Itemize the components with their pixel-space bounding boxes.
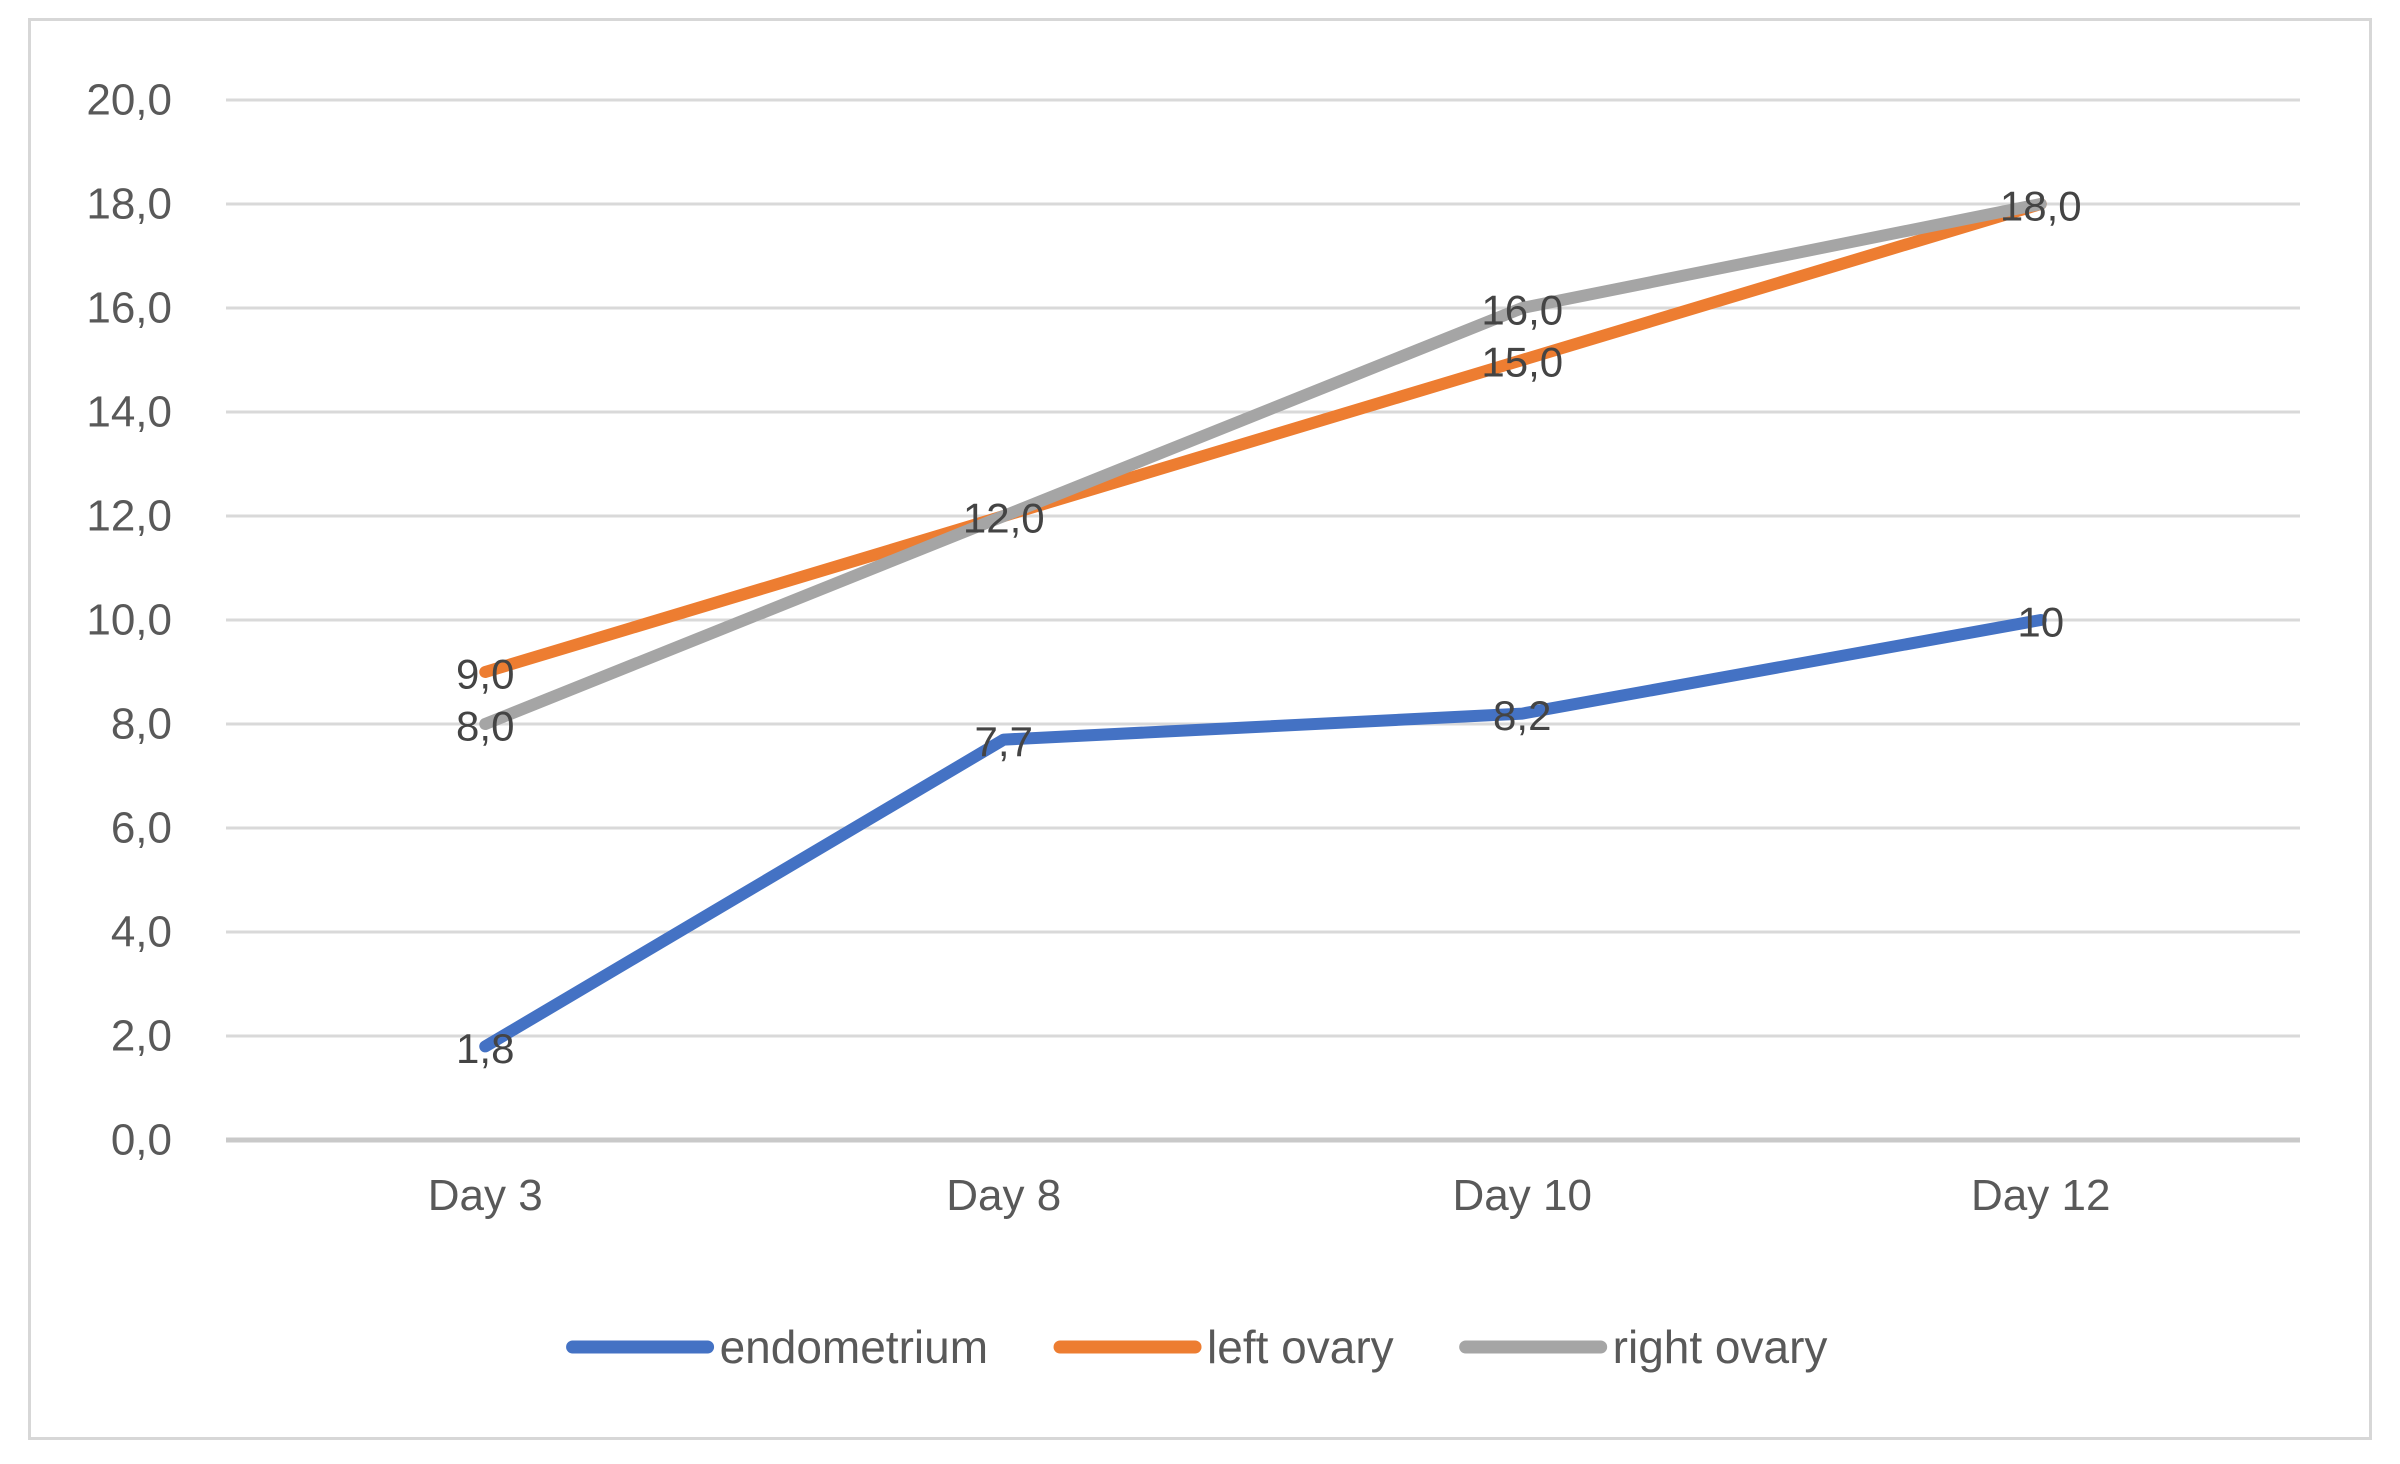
x-axis-category-label: Day 8 — [946, 1171, 1061, 1220]
y-axis-tick-label: 12,0 — [86, 492, 172, 541]
legend-item-right-ovary: right ovary — [1459, 1321, 1828, 1373]
data-label: 16,0 — [1481, 287, 1563, 334]
y-axis-tick-label: 2,0 — [111, 1012, 172, 1061]
legend-label: left ovary — [1207, 1321, 1394, 1373]
legend-item-endometrium: endometrium — [566, 1321, 988, 1373]
y-axis-tick-label: 16,0 — [86, 284, 172, 333]
data-label: 1,8 — [456, 1025, 514, 1072]
x-axis-category-label: Day 12 — [1971, 1171, 2110, 1220]
y-axis-tick-label: 4,0 — [111, 908, 172, 957]
x-axis-category-label: Day 3 — [428, 1171, 543, 1220]
legend: endometrium left ovary right ovary — [566, 1321, 1828, 1373]
series-line-left-ovary — [479, 198, 2047, 678]
legend-item-left-ovary: left ovary — [1053, 1321, 1394, 1373]
y-axis-tick-label: 20,0 — [86, 76, 172, 125]
data-label: 8,0 — [456, 703, 514, 750]
y-axis-tick-label: 0,0 — [111, 1116, 172, 1165]
y-axis-tick-label: 8,0 — [111, 700, 172, 749]
y-axis-tick-label: 18,0 — [86, 180, 172, 229]
y-axis-tick-label: 10,0 — [86, 596, 172, 645]
data-label: 18,0 — [2000, 183, 2082, 230]
legend-label: endometrium — [720, 1321, 988, 1373]
x-axis-category-label: Day 10 — [1453, 1171, 1592, 1220]
data-label: 8,2 — [1493, 692, 1551, 739]
data-label: 10 — [2017, 599, 2064, 646]
data-label: 9,0 — [456, 651, 514, 698]
y-axis-tick-label: 6,0 — [111, 804, 172, 853]
series-line-right-ovary — [479, 198, 2047, 730]
data-label: 7,7 — [975, 718, 1033, 765]
series-line-endometrium — [479, 614, 2047, 1053]
y-axis-tick-label: 14,0 — [86, 388, 172, 437]
legend-label: right ovary — [1613, 1321, 1828, 1373]
data-label: 15,0 — [1481, 339, 1563, 386]
data-label: 12,0 — [963, 495, 1045, 542]
